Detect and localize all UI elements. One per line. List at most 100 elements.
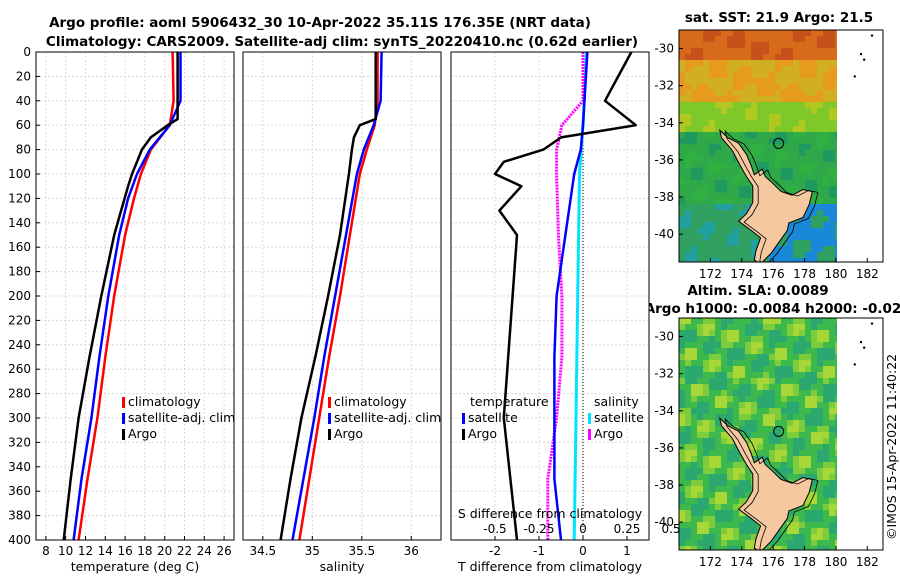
map-data-cell (835, 486, 837, 492)
map-data-cell (685, 240, 691, 246)
map-data-cell (727, 96, 733, 102)
map-data-cell (721, 510, 727, 516)
map-data-cell (697, 102, 703, 108)
map-data-cell (763, 30, 769, 36)
map-data-cell (703, 444, 709, 450)
map-data-cell (793, 234, 799, 240)
map-data-cell (709, 114, 715, 120)
map-data-cell (835, 480, 837, 486)
sdiff-tick-label: 0.25 (614, 522, 641, 536)
map-data-cell (805, 36, 811, 42)
map-data-cell (745, 198, 751, 204)
map-data-cell (769, 78, 775, 84)
depth-tick-label: 340 (8, 460, 31, 474)
map-data-cell (757, 60, 763, 66)
map-data-cell (691, 252, 697, 258)
map-data-cell (793, 138, 799, 144)
map-data-cell (781, 48, 787, 54)
map-data-cell (691, 174, 697, 180)
map-data-cell (721, 318, 727, 324)
map-data-cell (685, 534, 691, 540)
depth-tick-label: 180 (8, 265, 31, 279)
map-data-cell (817, 222, 823, 228)
map-data-cell (793, 318, 799, 324)
map-data-cell (715, 150, 721, 156)
map-data-cell (745, 474, 751, 480)
legend-satellite: satellite-adj. clim (128, 410, 235, 425)
map-data-cell (829, 486, 835, 492)
map-data-cell (727, 198, 733, 204)
map-data-cell (811, 66, 817, 72)
map-data-cell (703, 366, 709, 372)
map-data-cell (733, 348, 739, 354)
map-data-cell (739, 540, 745, 546)
map-data-cell (775, 468, 781, 474)
map-data-cell (685, 414, 691, 420)
map-data-cell (763, 360, 769, 366)
map-data-cell (811, 54, 817, 60)
map-data-cell (829, 498, 835, 504)
map-data-cell (823, 366, 829, 372)
map-data-cell (811, 108, 817, 114)
map-data-cell (811, 396, 817, 402)
map-data-cell (703, 468, 709, 474)
map-data-cell (811, 462, 817, 468)
map-data-cell (805, 186, 811, 192)
map-data-cell (769, 324, 775, 330)
map-data-cell (811, 60, 817, 66)
map-data-cell (817, 426, 823, 432)
map-data-cell (679, 528, 685, 534)
map-data-cell (679, 60, 685, 66)
map-data-cell (781, 456, 787, 462)
map-data-cell (691, 378, 697, 384)
map-data-cell (685, 498, 691, 504)
map-data-cell (727, 162, 733, 168)
map-data-cell (745, 54, 751, 60)
map-data-cell (817, 498, 823, 504)
map-data-cell (835, 348, 837, 354)
map-data-cell (697, 408, 703, 414)
map-data-cell (751, 132, 757, 138)
map-data-cell (787, 444, 793, 450)
map-data-cell (823, 498, 829, 504)
map-data-cell (829, 192, 835, 198)
map-data-cell (781, 72, 787, 78)
map-data-cell (721, 522, 727, 528)
map-data-cell (829, 204, 835, 210)
map-data-cell (811, 540, 817, 546)
map-data-cell (685, 402, 691, 408)
map-lon-tick-label: 176 (762, 267, 785, 281)
map-data-cell (721, 30, 727, 36)
map-data-cell (715, 174, 721, 180)
map-data-cell (829, 138, 835, 144)
map-data-cell (733, 450, 739, 456)
map-data-cell (733, 396, 739, 402)
map-data-cell (829, 408, 835, 414)
map-data-cell (697, 162, 703, 168)
map-data-cell (721, 360, 727, 366)
map-data-cell (727, 240, 733, 246)
map-data-cell (727, 330, 733, 336)
temp-satellite-line (72, 52, 182, 540)
map-data-cell (823, 72, 829, 78)
map-data-cell (727, 222, 733, 228)
map-data-cell (679, 84, 685, 90)
map-data-cell (721, 354, 727, 360)
map-data-cell (787, 42, 793, 48)
map-data-cell (817, 396, 823, 402)
map-data-cell (835, 162, 837, 168)
map-data-cell (793, 540, 799, 546)
map-data-cell (835, 144, 837, 150)
map-data-cell (709, 252, 715, 258)
map-data-cell (751, 30, 757, 36)
map-data-cell (691, 192, 697, 198)
map-data-cell (727, 468, 733, 474)
map-data-cell (739, 318, 745, 324)
map-data-cell (727, 462, 733, 468)
map-data-cell (703, 390, 709, 396)
map-data-cell (685, 144, 691, 150)
map-data-cell (811, 528, 817, 534)
map-data-cell (805, 390, 811, 396)
map-data-cell (781, 102, 787, 108)
map-data-cell (709, 354, 715, 360)
